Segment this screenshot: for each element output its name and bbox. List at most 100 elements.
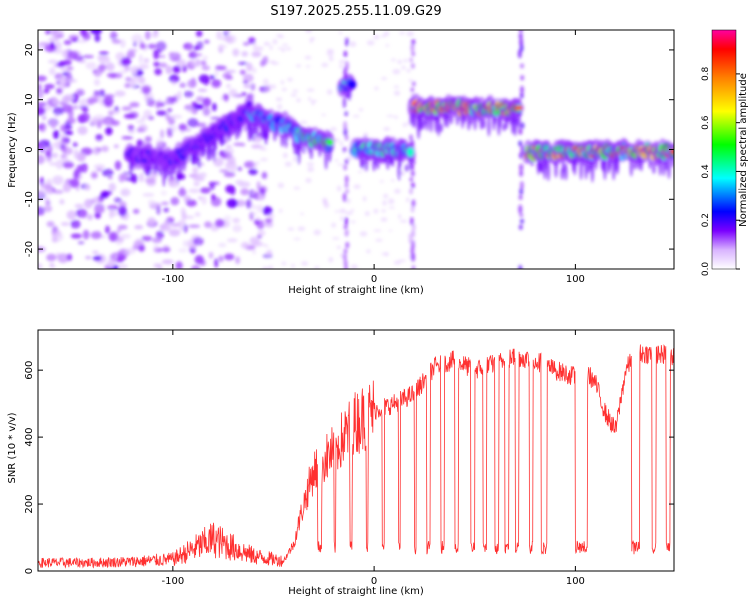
spectral-blob — [236, 166, 243, 171]
spectral-ridge-tail — [473, 113, 477, 131]
spectral-blob — [218, 255, 224, 263]
spectral-blob — [178, 123, 187, 131]
spectral-blob — [203, 76, 209, 86]
spectral-blob — [164, 220, 169, 225]
spectral-blob — [59, 144, 68, 152]
spectral-ridge-blob — [406, 147, 414, 157]
spectral-blob — [226, 185, 234, 194]
spectral-blob — [385, 44, 390, 47]
spectral-streak — [519, 92, 524, 99]
spectral-blob — [239, 69, 246, 75]
spectral-blob — [257, 233, 261, 239]
spectral-streak — [518, 33, 523, 39]
spectral-blob — [138, 244, 146, 252]
spectral-blob — [43, 205, 53, 213]
spectral-blob — [166, 127, 173, 138]
snr-x-tick-label: 0 — [371, 576, 377, 587]
spectral-blob — [352, 114, 360, 118]
spectral-blob — [192, 166, 198, 175]
spectral-blob — [408, 78, 413, 83]
spectral-blob — [195, 122, 207, 128]
spectral-blob — [226, 198, 238, 208]
spectral-blob — [170, 114, 183, 119]
spectral-streak — [411, 51, 416, 57]
spectral-blob — [107, 258, 115, 269]
spectral-blob — [204, 39, 210, 44]
spectral-streak — [410, 43, 415, 53]
spectral-blob — [153, 61, 160, 67]
spectral-streak — [343, 259, 348, 267]
spectral-blob — [287, 77, 293, 82]
spectral-blob — [388, 206, 395, 209]
spectral-ridge-tail — [615, 157, 620, 175]
spectral-blob — [87, 98, 95, 105]
spectral-blob — [181, 212, 187, 221]
spectral-blob — [111, 39, 122, 44]
spectral-blob — [202, 106, 211, 116]
spectral-blob — [214, 258, 219, 268]
colorbar-gradient — [711, 29, 737, 270]
spectral-blob — [242, 73, 254, 83]
spectral-blob — [66, 210, 77, 220]
spectral-blob — [67, 71, 72, 77]
spectral-blob — [188, 51, 198, 59]
spectral-blob — [381, 209, 386, 213]
spectral-streak — [519, 37, 524, 47]
spectral-streak — [410, 205, 415, 213]
spectral-streak — [520, 122, 525, 129]
spectral-blob — [172, 57, 181, 61]
spectral-blob — [113, 197, 122, 204]
spectral-blob — [243, 124, 248, 132]
spectral-blob — [142, 193, 155, 197]
spectral-blob — [340, 215, 344, 221]
spectral-streak — [411, 229, 415, 237]
spectral-streak — [410, 182, 415, 189]
spectral-blob — [194, 255, 204, 265]
spectral-blob — [195, 30, 203, 37]
spectral-blob — [304, 55, 312, 60]
spectral-blob — [38, 42, 51, 46]
spectral-blob — [51, 229, 62, 238]
spectral-blob — [373, 208, 379, 214]
spectral-blob — [159, 102, 165, 107]
spectral-blob — [38, 188, 46, 197]
spectral-ridge-tail — [436, 113, 441, 137]
spectral-blob — [313, 229, 321, 236]
spectral-blob — [358, 170, 362, 174]
spectral-blob — [126, 51, 136, 59]
spectral-blob — [99, 89, 105, 97]
spectrogram-y-tick-label: 10 — [24, 93, 35, 106]
spectral-blob — [264, 218, 273, 222]
spectral-blob — [119, 70, 128, 74]
spectral-blob — [92, 255, 103, 261]
spectral-blob — [263, 55, 269, 64]
snr-y-tick-label: 200 — [24, 495, 35, 514]
spectral-blob — [155, 230, 165, 240]
spectral-blob — [186, 108, 195, 113]
spectral-blob — [264, 245, 269, 248]
spectral-blob — [300, 212, 304, 216]
spectral-blob — [222, 72, 232, 79]
spectral-blob — [175, 261, 183, 269]
spectral-ridge-tail — [178, 162, 183, 180]
spectral-ridge-blob — [347, 80, 357, 89]
spectral-streak — [411, 223, 416, 232]
spectral-blob — [353, 184, 361, 189]
figure-title: S197.2025.255.11.09.G29 — [270, 4, 441, 19]
spectral-blob — [45, 151, 53, 159]
spectrogram-x-tick-label: -100 — [161, 274, 184, 285]
spectral-blob — [92, 146, 101, 155]
spectral-blob — [345, 211, 353, 216]
spectrogram-image — [38, 30, 674, 269]
spectral-blob — [185, 199, 197, 207]
spectral-blob — [125, 77, 132, 82]
spectral-streak — [345, 188, 350, 194]
spectral-ridge-tail — [603, 157, 607, 181]
spectral-blob — [269, 45, 273, 50]
spectral-blob — [193, 53, 203, 57]
spectral-streak — [409, 217, 414, 226]
spectral-blob — [393, 115, 399, 119]
spectral-blob — [262, 78, 269, 86]
spectral-blob — [170, 197, 180, 206]
